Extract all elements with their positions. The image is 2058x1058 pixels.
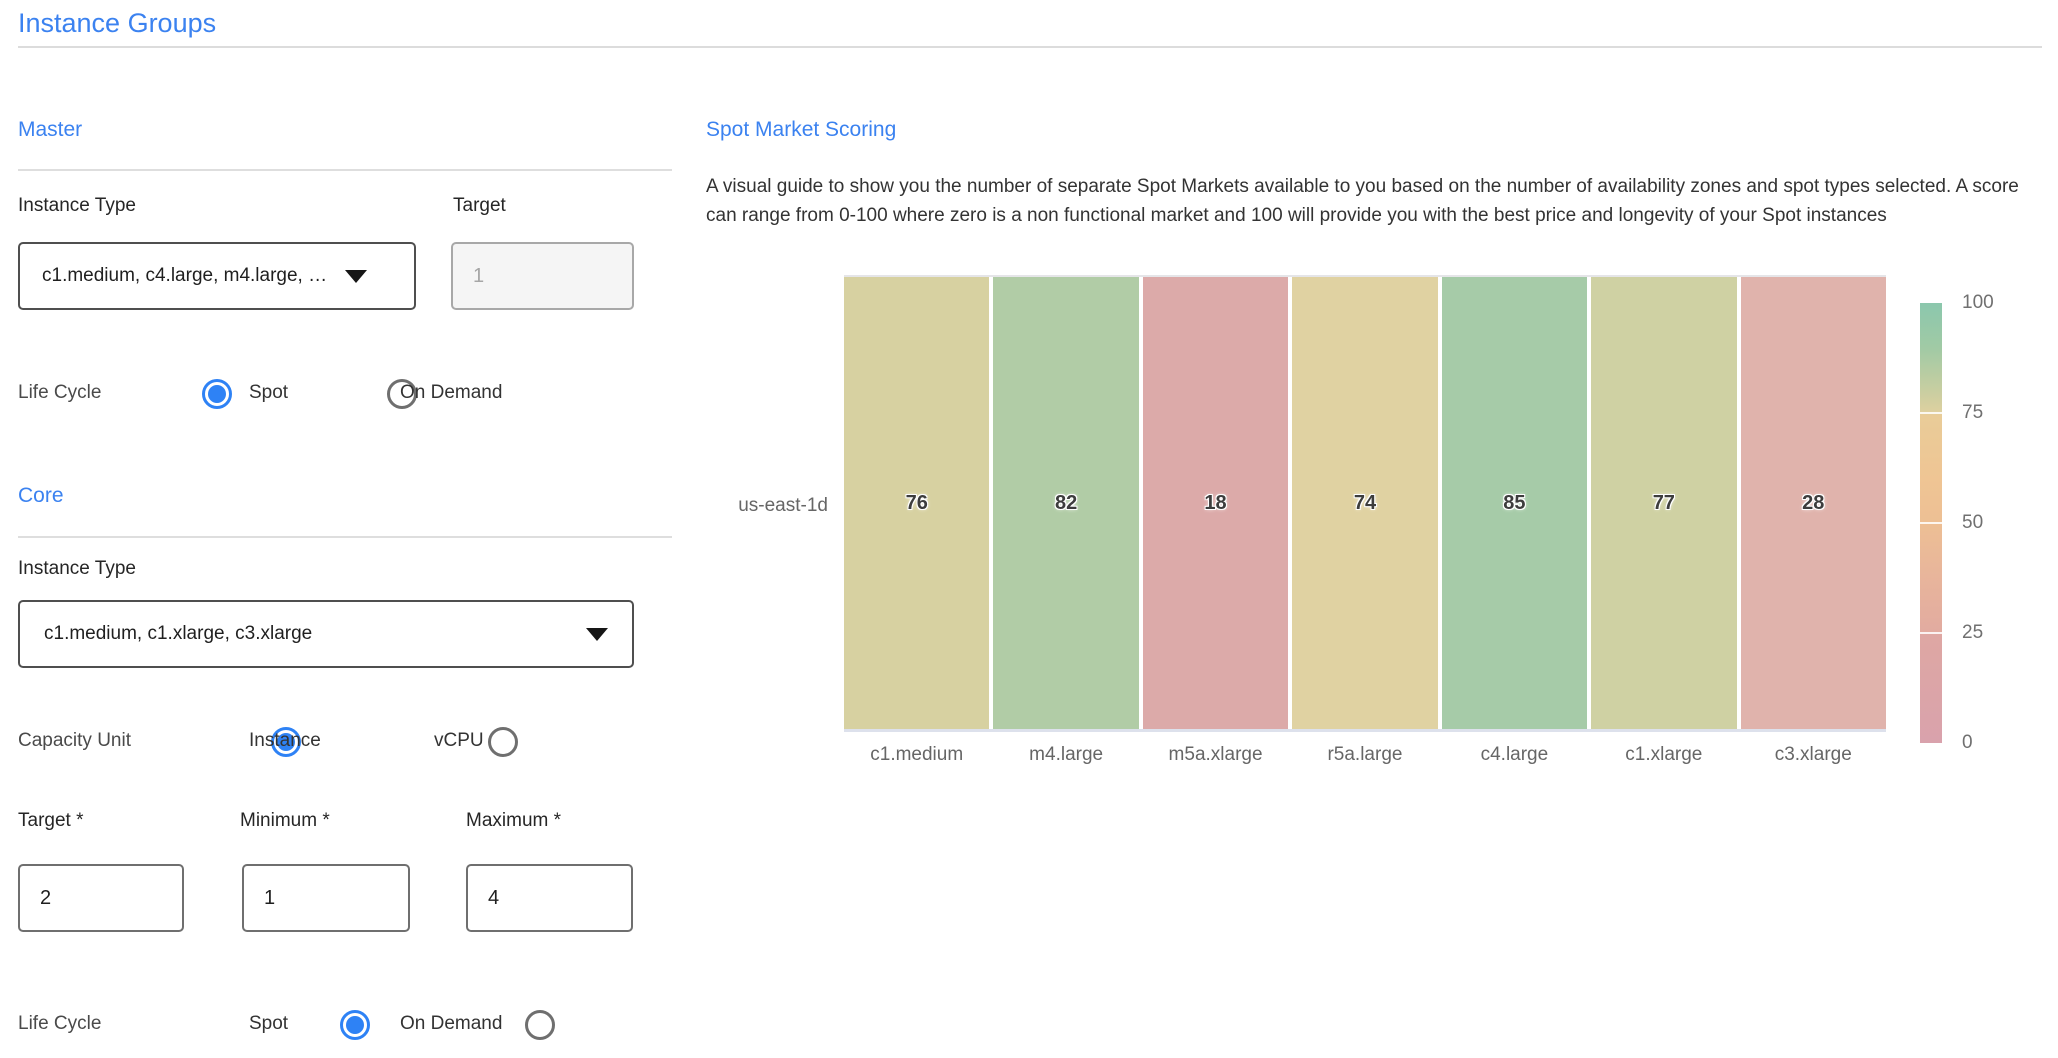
master-section-heading: Master bbox=[18, 118, 82, 142]
heatmap-cell-value: 18 bbox=[1204, 492, 1226, 515]
heatmap-cell-value: 77 bbox=[1653, 492, 1675, 515]
chevron-down-icon bbox=[345, 270, 367, 283]
master-life-cycle-option-on-demand[interactable]: On Demand bbox=[400, 382, 502, 404]
heatmap-column-label-c1.medium: c1.medium bbox=[844, 744, 989, 766]
capacity-unit-option-instance[interactable]: Instance bbox=[249, 730, 321, 752]
master-life-cycle-label: Life Cycle bbox=[18, 382, 101, 404]
colorbar-separator bbox=[1920, 412, 1942, 414]
colorbar-tick-0: 0 bbox=[1962, 732, 1973, 754]
heatmap-cells: 76 82 18 74 85 77 28 bbox=[844, 277, 1886, 729]
core-life-cycle-radio-spot[interactable] bbox=[340, 1010, 370, 1040]
core-instance-type-label: Instance Type bbox=[18, 558, 136, 580]
core-life-cycle-radio-on-demand[interactable] bbox=[525, 1010, 555, 1040]
core-instance-type-value: c1.medium, c1.xlarge, c3.xlarge bbox=[44, 623, 312, 645]
colorbar-separator bbox=[1920, 522, 1942, 524]
heatmap-cell-value: 85 bbox=[1503, 492, 1525, 515]
heatmap-cell-m4.large[interactable]: 82 bbox=[993, 277, 1138, 729]
spot-market-description: A visual guide to show you the number of… bbox=[706, 172, 2051, 230]
core-target-input[interactable] bbox=[18, 864, 184, 932]
colorbar-tick-25: 25 bbox=[1962, 622, 1983, 644]
heatmap-cell-c3.xlarge[interactable]: 28 bbox=[1741, 277, 1886, 729]
heatmap-cell-c4.large[interactable]: 85 bbox=[1442, 277, 1587, 729]
heatmap-cell-c1.medium[interactable]: 76 bbox=[844, 277, 989, 729]
capacity-unit-label: Capacity Unit bbox=[18, 730, 131, 752]
master-life-cycle-option-spot[interactable]: Spot bbox=[249, 382, 288, 404]
core-life-cycle-option-spot[interactable]: Spot bbox=[249, 1013, 288, 1035]
heatmap-column-label-r5a.large: r5a.large bbox=[1292, 744, 1437, 766]
heatmap-cell-value: 28 bbox=[1802, 492, 1824, 515]
heatmap-cell-r5a.large[interactable]: 74 bbox=[1292, 277, 1437, 729]
core-maximum-label: Maximum * bbox=[466, 810, 561, 832]
master-instance-type-dropdown[interactable]: c1.medium, c4.large, m4.large, … bbox=[18, 242, 416, 310]
core-life-cycle-option-on-demand[interactable]: On Demand bbox=[400, 1013, 502, 1035]
core-target-label: Target * bbox=[18, 810, 83, 832]
heatmap-column-label-m5a.xlarge: m5a.xlarge bbox=[1143, 744, 1288, 766]
colorbar-separator bbox=[1920, 632, 1942, 634]
core-minimum-input[interactable] bbox=[242, 864, 410, 932]
colorbar-tick-50: 50 bbox=[1962, 512, 1983, 534]
heatmap-cell-value: 82 bbox=[1055, 492, 1077, 515]
master-instance-type-value: c1.medium, c4.large, m4.large, … bbox=[42, 265, 327, 287]
page-title: Instance Groups bbox=[18, 8, 216, 39]
chevron-down-icon bbox=[586, 628, 608, 641]
spot-market-heading: Spot Market Scoring bbox=[706, 118, 896, 142]
heatmap-cell-value: 74 bbox=[1354, 492, 1376, 515]
heatmap-bottom-border bbox=[844, 729, 1886, 732]
heatmap-row-label: us-east-1d bbox=[668, 495, 828, 517]
core-divider bbox=[18, 536, 672, 538]
instance-groups-page: Instance Groups Master Instance Type c1.… bbox=[0, 0, 2058, 1058]
capacity-unit-option-vcpu[interactable]: vCPU bbox=[434, 730, 484, 752]
header-divider bbox=[18, 46, 2042, 48]
heatmap-cell-value: 76 bbox=[906, 492, 928, 515]
colorbar-tick-100: 100 bbox=[1962, 292, 1994, 314]
heatmap-column-label-c3.xlarge: c3.xlarge bbox=[1741, 744, 1886, 766]
master-target-label: Target bbox=[453, 195, 506, 217]
core-instance-type-dropdown[interactable]: c1.medium, c1.xlarge, c3.xlarge bbox=[18, 600, 634, 668]
heatmap-column-label-m4.large: m4.large bbox=[993, 744, 1138, 766]
heatmap-colorbar bbox=[1920, 303, 1942, 743]
heatmap-column-label-c4.large: c4.large bbox=[1442, 744, 1587, 766]
heatmap-column-labels: c1.mediumm4.largem5a.xlarger5a.largec4.l… bbox=[844, 744, 1886, 766]
capacity-unit-radio-vcpu[interactable] bbox=[488, 727, 518, 757]
master-divider bbox=[18, 169, 672, 171]
core-minimum-label: Minimum * bbox=[240, 810, 330, 832]
heatmap-column-label-c1.xlarge: c1.xlarge bbox=[1591, 744, 1736, 766]
colorbar-tick-75: 75 bbox=[1962, 402, 1983, 424]
core-life-cycle-label: Life Cycle bbox=[18, 1013, 101, 1035]
core-maximum-input[interactable] bbox=[466, 864, 633, 932]
master-target-input bbox=[451, 242, 634, 310]
heatmap-cell-m5a.xlarge[interactable]: 18 bbox=[1143, 277, 1288, 729]
master-instance-type-label: Instance Type bbox=[18, 195, 136, 217]
heatmap-cell-c1.xlarge[interactable]: 77 bbox=[1591, 277, 1736, 729]
master-life-cycle-radio-spot[interactable] bbox=[202, 379, 232, 409]
core-section-heading: Core bbox=[18, 484, 64, 508]
